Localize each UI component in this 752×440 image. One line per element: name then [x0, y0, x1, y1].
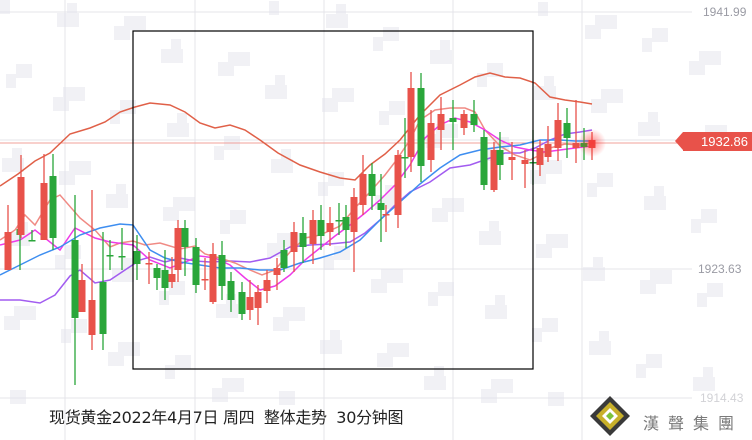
candle	[368, 163, 376, 210]
candle	[554, 103, 562, 161]
candle	[299, 217, 307, 263]
candle	[427, 110, 435, 172]
candle	[309, 210, 317, 264]
candle	[350, 188, 358, 272]
brand-name: 漢聲集團	[643, 414, 744, 433]
candle	[161, 250, 169, 300]
candles	[4, 72, 596, 385]
chart-caption: 现货黄金2022年4月7日 周四 整体走势 30分钟图	[49, 408, 404, 427]
candle	[508, 142, 516, 180]
candle	[280, 240, 288, 272]
candle	[174, 220, 182, 282]
candle	[201, 258, 209, 290]
bb-lower-line	[0, 129, 593, 304]
candle	[17, 155, 25, 238]
candle	[168, 257, 176, 288]
candle	[490, 142, 498, 192]
candle	[238, 282, 246, 320]
candle	[326, 207, 334, 246]
candle	[78, 264, 86, 312]
ma-slow-line	[0, 139, 592, 276]
current-price-tag: 1932.86	[675, 132, 752, 151]
building-watermark	[0, 0, 727, 406]
candle	[382, 205, 390, 232]
price-label-bottom: 1914.43	[700, 391, 744, 405]
selection-box[interactable]	[132, 30, 534, 370]
candle	[254, 285, 262, 325]
candle	[480, 130, 488, 190]
current-price-glow	[578, 129, 606, 157]
candle	[181, 220, 189, 276]
candle	[246, 280, 254, 320]
candle	[28, 230, 36, 242]
candle	[106, 240, 114, 270]
candle	[71, 195, 79, 385]
candle	[335, 203, 343, 235]
candle	[449, 100, 457, 150]
price-label-mid: 1923.63	[698, 262, 742, 276]
candle	[88, 190, 96, 350]
candle	[437, 97, 445, 150]
candle	[273, 258, 281, 290]
grid-lines	[0, 0, 692, 440]
candle	[407, 72, 415, 172]
candle	[394, 150, 402, 228]
candle	[317, 205, 325, 250]
candle	[209, 243, 217, 304]
candle	[192, 238, 200, 293]
price-label-top: 1941.99	[703, 5, 747, 19]
candle	[377, 174, 385, 242]
candle	[536, 140, 544, 176]
candle	[460, 110, 468, 135]
candle	[496, 132, 504, 180]
candle	[521, 150, 529, 188]
candle	[544, 126, 552, 162]
candle	[342, 205, 350, 248]
candle	[40, 154, 48, 240]
candle	[118, 228, 126, 270]
candle	[133, 235, 141, 280]
candle	[227, 272, 235, 312]
bb-upper-line	[0, 72, 593, 187]
candle	[401, 118, 409, 178]
candle	[563, 108, 571, 158]
candle	[145, 252, 153, 284]
candle	[359, 155, 367, 215]
diamond-logo-icon	[590, 396, 630, 436]
candle	[49, 154, 57, 250]
candle	[4, 205, 12, 270]
candle	[153, 264, 161, 290]
candle	[417, 73, 425, 182]
candle	[99, 232, 107, 350]
candle	[290, 222, 298, 272]
candle	[218, 241, 226, 300]
candle	[470, 100, 478, 132]
candle	[572, 100, 580, 163]
candle	[263, 270, 271, 303]
